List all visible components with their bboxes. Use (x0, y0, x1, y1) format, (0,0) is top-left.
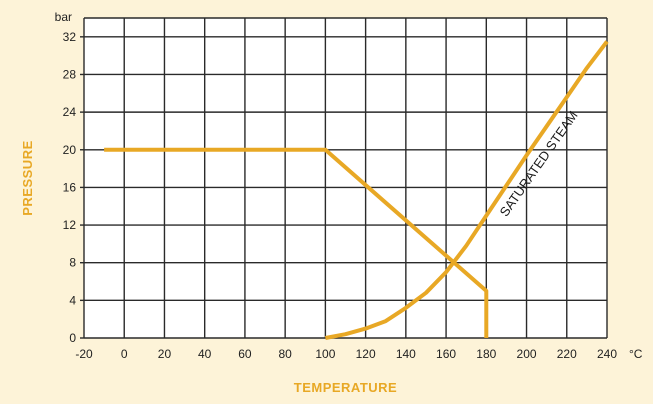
x-axis-unit: °C (629, 347, 643, 361)
x-tick-labels: -20 0 20 40 60 80 100 120 140 160 180 200 220 240 (75, 347, 617, 361)
x-axis-title: TEMPERATURE (294, 380, 397, 395)
saturated-steam-curve (325, 40, 609, 340)
y-tick-label: 4 (69, 293, 76, 307)
x-tick-label: 240 (597, 347, 617, 361)
grid (80, 17, 608, 339)
x-tick-label: 200 (517, 347, 537, 361)
operating-limit-line (104, 147, 489, 338)
y-axis-title: PRESSURE (20, 140, 35, 216)
x-tick-label: -20 (75, 347, 93, 361)
x-tick-label: 20 (158, 347, 172, 361)
y-tick-label: 0 (69, 331, 76, 345)
x-tick-label: 100 (315, 347, 335, 361)
y-axis-unit: bar (55, 10, 72, 24)
x-tick-label: 160 (436, 347, 456, 361)
x-tick-label: 120 (356, 347, 376, 361)
y-tick-label: 28 (63, 67, 77, 81)
y-tick-label: 32 (63, 30, 77, 44)
x-tick-label: 180 (476, 347, 496, 361)
plot-area (84, 18, 607, 338)
x-tick-label: 80 (278, 347, 292, 361)
x-tick-label: 220 (557, 347, 577, 361)
y-tick-label: 16 (63, 180, 77, 194)
y-tick-labels: 0 4 8 12 16 20 24 28 32 (63, 30, 77, 345)
y-tick-label: 8 (69, 256, 76, 270)
series-lines (104, 40, 609, 340)
y-tick-label: 12 (63, 218, 77, 232)
x-tick-label: 40 (198, 347, 212, 361)
x-tick-label: 140 (396, 347, 416, 361)
x-tick-label: 60 (238, 347, 252, 361)
x-tick-label: 0 (121, 347, 128, 361)
y-tick-label: 24 (63, 105, 77, 119)
y-tick-label: 20 (63, 143, 77, 157)
